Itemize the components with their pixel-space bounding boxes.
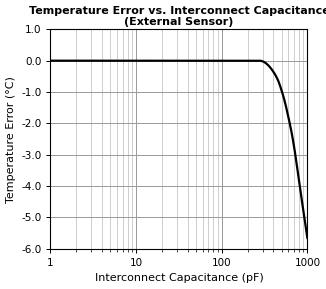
Title: Temperature Error vs. Interconnect Capacitance
(External Sensor): Temperature Error vs. Interconnect Capac…	[28, 5, 326, 27]
Y-axis label: Temperature Error (°C): Temperature Error (°C)	[6, 76, 16, 203]
X-axis label: Interconnect Capacitance (pF): Interconnect Capacitance (pF)	[95, 273, 263, 284]
